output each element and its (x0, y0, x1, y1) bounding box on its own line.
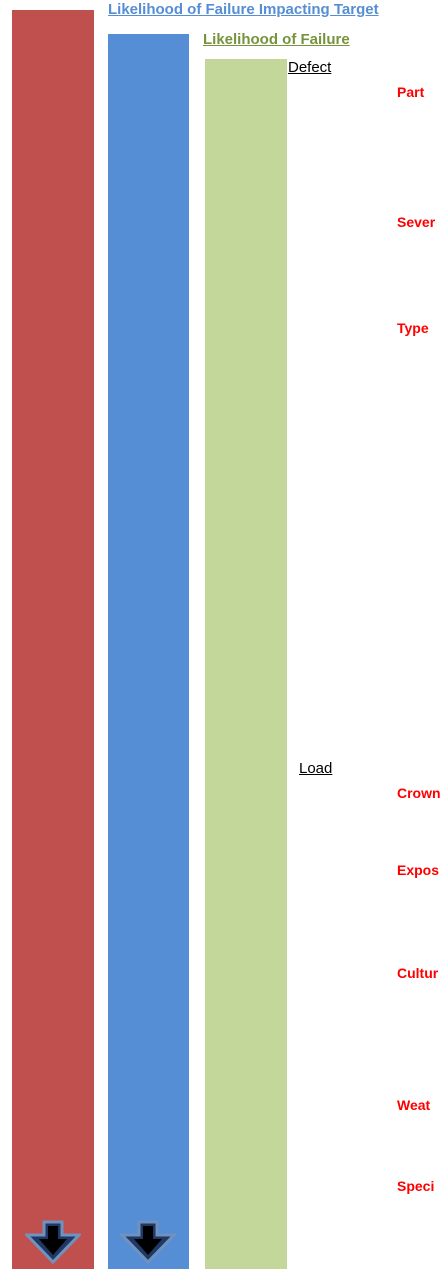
failure-likelihood-heading: Likelihood of Failure (203, 31, 350, 48)
target-likelihood-bar (12, 10, 94, 1269)
factor-severity: Sever (397, 214, 436, 230)
load-section-label: Load (299, 760, 333, 777)
factor-crown: Crown (397, 785, 441, 801)
factor-part: Part (397, 84, 425, 100)
arrow-down-icon (25, 1220, 81, 1264)
defect-section-label: Defect (288, 59, 332, 76)
arrow-down-icon (120, 1220, 176, 1264)
factor-exposure: Expos (397, 862, 440, 878)
target-likelihood-heading: Likelihood of Failure Impacting Target (108, 1, 379, 18)
failure-likelihood-bar (108, 34, 189, 1269)
factor-type: Type (397, 320, 429, 336)
factor-cultural: Cultur (397, 965, 439, 981)
factor-species: Speci (397, 1178, 435, 1194)
factor-bar (205, 59, 287, 1269)
factor-weather: Weat (397, 1097, 431, 1113)
